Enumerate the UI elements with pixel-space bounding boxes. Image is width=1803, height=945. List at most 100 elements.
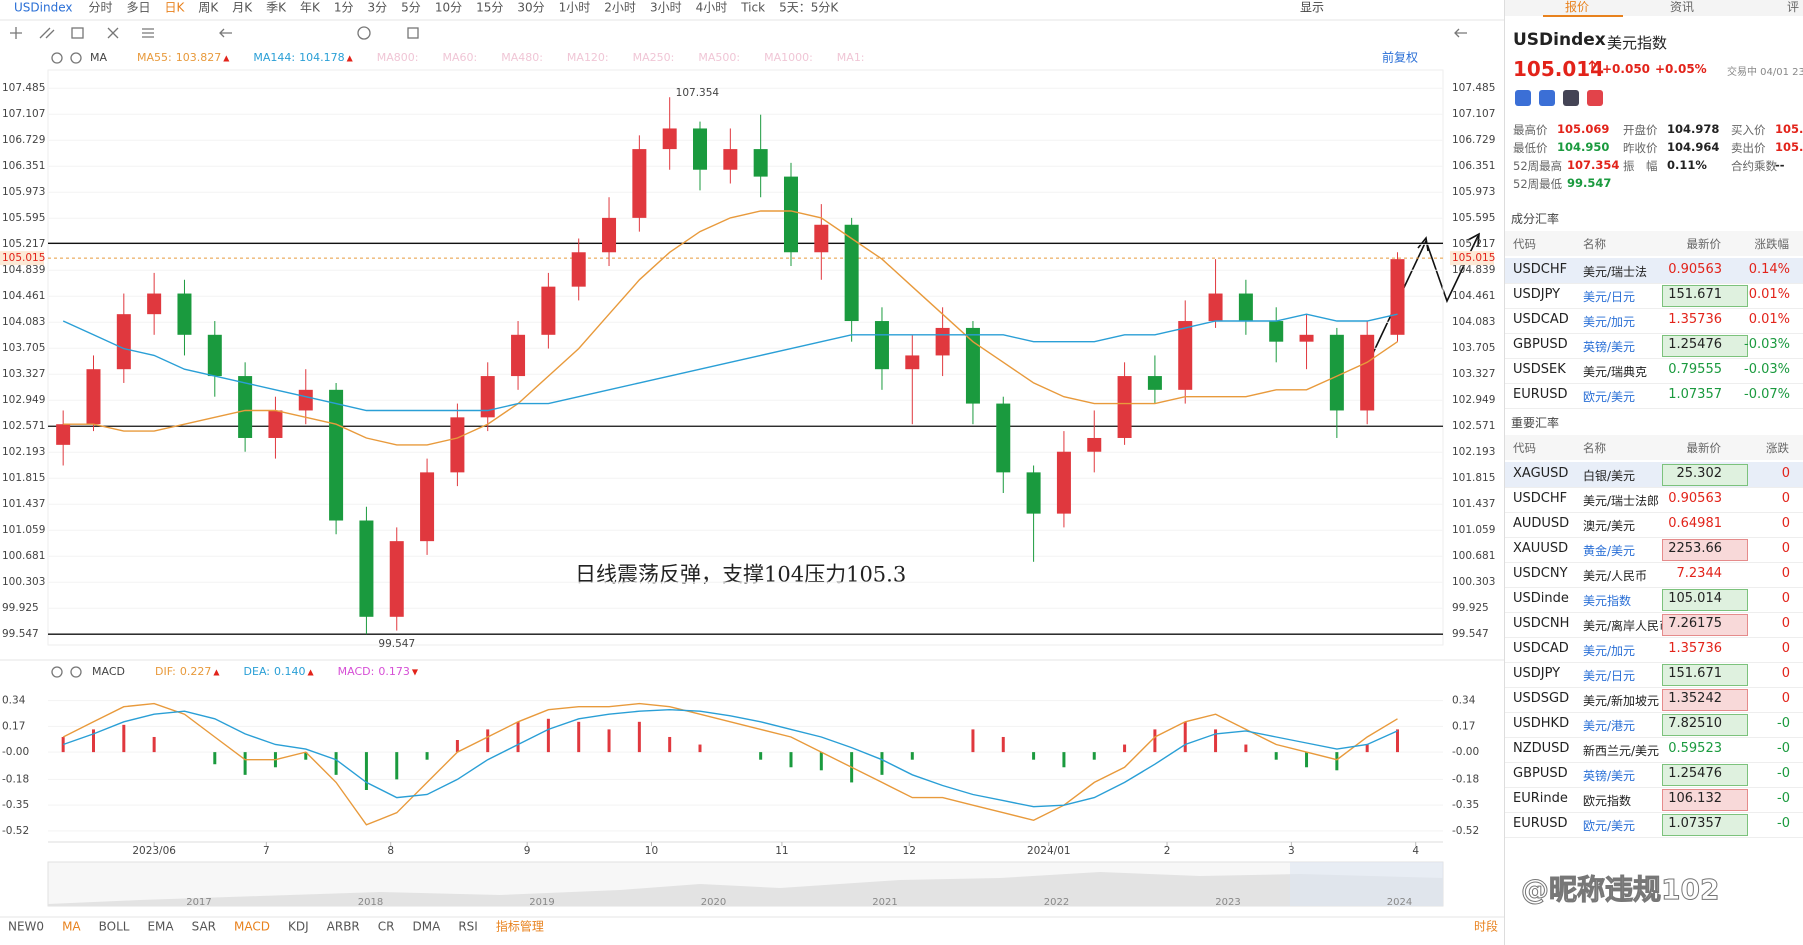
arrow-head <box>1467 232 1480 247</box>
period-tab[interactable]: 2小时 <box>604 1 636 15</box>
period-tab[interactable]: Tick <box>740 1 765 15</box>
navigator-year: 2022 <box>1044 897 1069 908</box>
indicator-tab[interactable]: MA <box>62 920 81 934</box>
panel-tab[interactable]: 资讯 <box>1670 0 1695 14</box>
table-row[interactable]: USDJPY 美元/日元 151.671 0 <box>1505 662 1803 688</box>
table-row[interactable]: GBPUSD 英镑/美元 1.25476 -0.03% <box>1505 333 1803 359</box>
period-tab[interactable]: 多日 <box>127 1 151 15</box>
period-tab[interactable]: 3分 <box>368 1 388 15</box>
period-tab[interactable]: 月K <box>232 1 253 15</box>
table-row[interactable]: USDCAD 美元/加元 1.35736 0.01% <box>1505 308 1803 334</box>
stat-value: 0.11% <box>1667 158 1707 172</box>
stat-label: 合约乘数 <box>1731 159 1777 173</box>
last-price: 1.25476 <box>1668 766 1722 781</box>
price-box <box>1662 764 1748 786</box>
action-icon[interactable] <box>1539 90 1555 106</box>
close-icon <box>70 52 82 64</box>
table-row[interactable]: GBPUSD 英镑/美元 1.25476 -0 <box>1505 762 1803 788</box>
indicator-tab[interactable]: 指标管理 <box>496 919 544 934</box>
period-tab[interactable]: 周K <box>198 1 219 15</box>
period-tab[interactable]: 4小时 <box>696 1 728 15</box>
period-tab[interactable]: 5分 <box>401 1 421 15</box>
y-tick-label-right: 0.17 <box>1452 720 1475 732</box>
table-row[interactable]: USDCHF 美元/瑞士法郎 0.90563 0 <box>1505 487 1803 513</box>
navigator-year: 2024 <box>1387 897 1412 908</box>
indicator-tab[interactable]: SAR <box>192 920 216 934</box>
table-row[interactable]: USDSGD 美元/新加坡元 1.35242 0 <box>1505 687 1803 713</box>
price-box <box>1662 285 1748 307</box>
code: USDinde <box>1513 591 1569 606</box>
indicator-tab[interactable]: ARBR <box>327 920 360 934</box>
table-row[interactable]: USDCAD 美元/加元 1.35736 0 <box>1505 637 1803 663</box>
indicator-tab[interactable]: BOLL <box>99 920 130 934</box>
action-icon[interactable] <box>1587 90 1603 106</box>
period-tab[interactable]: 15分 <box>476 1 503 15</box>
panel-tab[interactable]: 报价 <box>1565 0 1590 14</box>
indicator-tab[interactable]: KDJ <box>288 920 309 934</box>
indicator-tab[interactable]: EMA <box>147 920 174 934</box>
period-tab[interactable]: 3小时 <box>650 1 682 15</box>
y-tick-label-right: -0.00 <box>1452 746 1479 758</box>
table-row[interactable]: USDCNY 美元/人民币 7.2344 0 <box>1505 562 1803 588</box>
x-tick-label: 7 <box>263 845 270 857</box>
indicator-tab[interactable]: CR <box>378 920 395 934</box>
lines-tool-icon <box>142 28 154 38</box>
price-box <box>1662 464 1748 486</box>
y-tick-label: 107.485 <box>2 82 45 94</box>
period-tab[interactable]: 时段 <box>1474 919 1498 934</box>
table-row[interactable]: USDCHF 美元/瑞士法 0.90563 0.14% <box>1505 258 1803 284</box>
y-tick-label: 104.083 <box>2 316 45 328</box>
y-tick-label-right: 0.34 <box>1452 695 1476 707</box>
table-row[interactable]: USDJPY 美元/日元 151.671 0.01% <box>1505 283 1803 309</box>
table-row[interactable]: EURUSD 欧元/美元 1.07357 -0.07% <box>1505 383 1803 409</box>
period-tab[interactable]: 日K <box>165 1 186 15</box>
table-row[interactable]: AUDUSD 澳元/美元 0.64981 0 <box>1505 512 1803 538</box>
panel-tab[interactable]: 评 <box>1787 0 1800 14</box>
column-header: 最新价 <box>1686 237 1722 251</box>
table-row[interactable]: USDSEK 美元/瑞典克 0.79555 -0.03% <box>1505 358 1803 384</box>
table-row[interactable]: NZDUSD 新西兰元/美元 0.59523 -0 <box>1505 737 1803 763</box>
period-tab[interactable]: 季K <box>266 1 287 15</box>
change-pct: 0.01% <box>1748 287 1790 302</box>
table-row[interactable]: XAUUSD 黄金/美元 2253.66 0 <box>1505 537 1803 563</box>
table-row[interactable]: USDHKD 美元/港元 7.82510 -0 <box>1505 712 1803 738</box>
table-row[interactable]: USDCNH 美元/离岸人民币 7.26175 0 <box>1505 612 1803 638</box>
table-row[interactable]: EURUSD 欧元/美元 1.07357 -0 <box>1505 812 1803 838</box>
series-line <box>63 210 1398 446</box>
candle-body <box>450 417 465 473</box>
table-row[interactable]: USDinde 美元指数 105.014 0 <box>1505 587 1803 613</box>
action-icon[interactable] <box>1515 90 1531 106</box>
indicator-tab[interactable]: RSI <box>458 920 478 934</box>
indicator-tab[interactable]: DMA <box>413 920 442 934</box>
last-price: 0.59523 <box>1668 741 1722 756</box>
period-tab[interactable]: 1小时 <box>559 1 591 15</box>
table-row[interactable]: EURinde 欧元指数 106.132 -0 <box>1505 787 1803 813</box>
period-tab[interactable]: 30分 <box>517 1 544 15</box>
change-pct: 0.01% <box>1748 312 1790 327</box>
y-tick-label-right: 101.437 <box>1452 498 1495 510</box>
table-row[interactable]: XAGUSD 白银/美元 25.302 0 <box>1505 462 1803 488</box>
x-tick-label: 2023/06 <box>132 845 176 857</box>
y-tick-label: 101.437 <box>2 498 45 510</box>
adjust-label[interactable]: 前复权 <box>1382 50 1418 65</box>
annotation: 日线震荡反弹，支撑104压力105.3 <box>575 563 906 587</box>
change-pct: -0.03% <box>1744 337 1790 352</box>
period-tab[interactable]: 5天：5分K <box>779 1 839 15</box>
y-tick-label-right: 102.571 <box>1452 420 1495 432</box>
tool-icons <box>10 26 1467 678</box>
indicator-tab[interactable]: MACD <box>234 920 270 934</box>
period-tab[interactable]: 1分 <box>334 1 354 15</box>
price-box <box>1662 589 1748 611</box>
stat-value: 104.964 <box>1667 140 1720 154</box>
indicator-tab[interactable]: NEW0 <box>8 920 44 934</box>
period-tab[interactable]: 10分 <box>435 1 462 15</box>
candle-body <box>723 149 738 170</box>
period-tab[interactable]: 年K <box>300 1 321 15</box>
navigator-window[interactable] <box>1290 862 1443 906</box>
name: 美元/港元 <box>1583 719 1636 733</box>
display-menu[interactable]: 显示 <box>1300 1 1324 15</box>
y-tick-label-right: 102.193 <box>1452 446 1495 458</box>
y-tick-label: 104.461 <box>2 290 45 302</box>
period-tab[interactable]: 分时 <box>88 1 112 15</box>
action-icon[interactable] <box>1563 90 1579 106</box>
